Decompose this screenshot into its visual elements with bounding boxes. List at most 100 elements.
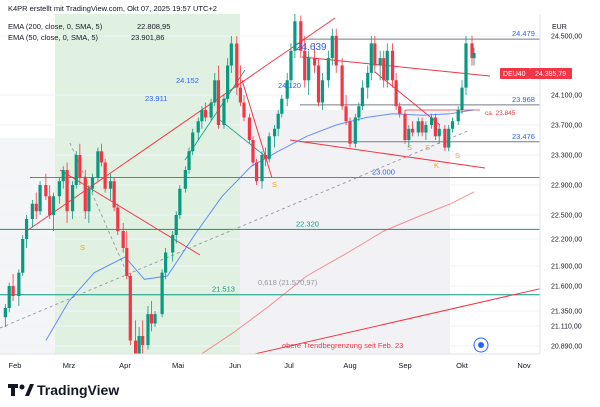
candle bbox=[196, 117, 200, 140]
y-tick-label: 21.900,00 bbox=[551, 264, 582, 271]
x-tick-label: Jun bbox=[229, 361, 241, 370]
candle bbox=[121, 223, 125, 253]
x-tick-label: Apr bbox=[119, 361, 131, 370]
candle bbox=[116, 203, 120, 235]
candle bbox=[216, 65, 221, 129]
annotation-23911: 23.911 bbox=[145, 94, 167, 103]
x-tick-label: Nov bbox=[517, 361, 531, 370]
candle bbox=[378, 50, 382, 81]
candle bbox=[443, 125, 447, 152]
candle bbox=[112, 177, 116, 212]
candle bbox=[226, 58, 230, 103]
candle bbox=[303, 36, 307, 88]
candle bbox=[99, 143, 104, 167]
candle bbox=[153, 311, 157, 327]
candle bbox=[312, 43, 317, 73]
candle bbox=[90, 173, 95, 193]
candle bbox=[464, 36, 468, 95]
candle bbox=[61, 166, 65, 189]
svg-text:DEU40: DEU40 bbox=[503, 71, 526, 78]
candle bbox=[3, 304, 7, 327]
scroll-to-realtime-button[interactable] bbox=[473, 337, 489, 353]
candle bbox=[222, 95, 226, 129]
candle bbox=[472, 47, 476, 66]
candle bbox=[21, 235, 25, 276]
pattern-label: S bbox=[272, 180, 277, 189]
candle bbox=[460, 80, 464, 114]
annotations: 24.639 24.152 23.911 24.120 ca. 23.845 0… bbox=[145, 42, 516, 350]
candle bbox=[260, 151, 264, 189]
legend-ema200-value: 22.808,95 bbox=[137, 22, 170, 31]
legend-ema50-value: 23.901,86 bbox=[131, 33, 164, 42]
candle bbox=[137, 326, 141, 354]
candle bbox=[437, 125, 441, 144]
horizontal-levels: 24.479 23.968 23.476 23.000 22.320 21.513 bbox=[0, 29, 540, 296]
candle bbox=[30, 200, 34, 227]
candle bbox=[65, 162, 69, 223]
candle bbox=[83, 170, 87, 219]
pattern-label: K bbox=[434, 161, 439, 170]
candle bbox=[273, 125, 277, 148]
candle bbox=[470, 36, 474, 66]
candle bbox=[44, 173, 48, 200]
candle bbox=[340, 58, 344, 110]
candle bbox=[255, 158, 259, 185]
y-tick-label: 21.600,00 bbox=[551, 284, 582, 291]
candle bbox=[385, 43, 389, 88]
level-label: 24.479 bbox=[512, 29, 535, 38]
candle bbox=[51, 192, 56, 231]
chart-header: K4PR erstellt mit TradingView.com, Okt 0… bbox=[8, 4, 217, 13]
candle bbox=[264, 147, 268, 167]
candle bbox=[34, 192, 38, 219]
x-tick-label: Mrz bbox=[63, 361, 76, 370]
level-label: 21.513 bbox=[212, 285, 235, 294]
candle bbox=[134, 320, 138, 354]
y-tick-label: 24.500,00 bbox=[551, 34, 582, 41]
candle bbox=[103, 158, 107, 193]
candle bbox=[57, 177, 61, 204]
y-tick-label: 22.500,00 bbox=[551, 213, 582, 220]
candle bbox=[146, 306, 150, 350]
candle bbox=[96, 147, 100, 182]
x-tick-label: Mai bbox=[172, 361, 184, 370]
candle bbox=[390, 43, 395, 88]
tradingview-logo-icon bbox=[8, 384, 34, 396]
candle bbox=[24, 215, 29, 248]
x-axis[interactable]: Feb Mrz Apr Mai Jun Jul Aug Sep Okt Nov bbox=[9, 361, 531, 370]
grey-zone-left bbox=[0, 138, 55, 354]
y-tick-label: 21.110,00 bbox=[551, 324, 582, 331]
annotation-high: 24.639 bbox=[296, 42, 327, 53]
candle bbox=[251, 136, 255, 167]
y-axis[interactable]: 24.500,00 24.100,00 23.700,00 23.300,00 22.9… bbox=[551, 34, 582, 351]
candle bbox=[276, 110, 280, 137]
candle bbox=[293, 14, 297, 59]
candle bbox=[369, 36, 373, 81]
currency-label: EUR bbox=[552, 24, 567, 31]
candle bbox=[320, 72, 325, 110]
pattern-label: S bbox=[455, 151, 460, 160]
svg-text:24.385,79: 24.385,79 bbox=[535, 71, 566, 78]
x-tick-label: Jul bbox=[284, 361, 294, 370]
candle bbox=[78, 143, 82, 185]
pattern-labels: S S S S K S bbox=[80, 143, 460, 252]
candle bbox=[450, 117, 455, 133]
grid bbox=[0, 35, 540, 347]
candle bbox=[424, 121, 428, 140]
candle bbox=[17, 269, 21, 306]
ema50-line bbox=[45, 109, 475, 341]
candle bbox=[307, 50, 311, 95]
annotation-24152: 24.152 bbox=[176, 76, 199, 85]
candle bbox=[242, 95, 246, 122]
candle bbox=[38, 181, 42, 215]
y-tick-label: 23.300,00 bbox=[551, 153, 582, 160]
candle bbox=[160, 269, 164, 318]
candle bbox=[213, 72, 217, 107]
candle bbox=[191, 128, 195, 155]
candle bbox=[187, 147, 191, 174]
candle bbox=[316, 58, 321, 107]
annotation-24120: 24.120 bbox=[278, 81, 301, 90]
candles bbox=[3, 14, 476, 354]
legend-ema50-label: EMA (50, close, 0, SMA, 5) bbox=[8, 33, 99, 42]
footer-bar bbox=[0, 376, 600, 407]
